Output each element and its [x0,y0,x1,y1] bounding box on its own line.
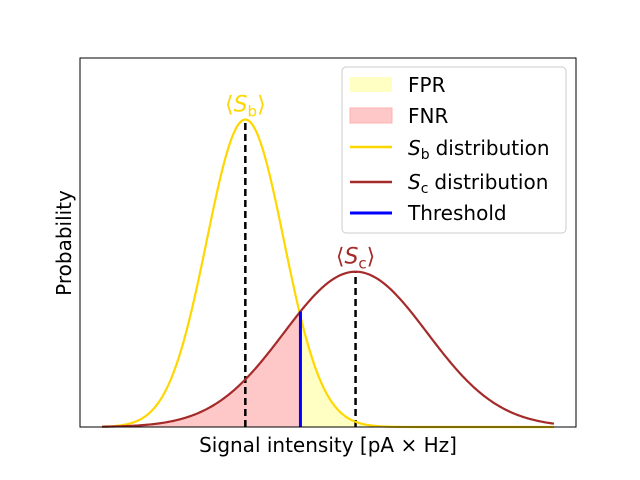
legend-sc-label: Sc distribution [408,170,548,197]
legend-sb-subscript: b [421,147,430,163]
mean-b-close: ⟩ [257,93,266,118]
mean-c-subscript: c [358,255,366,273]
legend-sb-symbol: S [408,136,421,160]
legend-sc-subscript: c [421,181,429,197]
legend-threshold-label: Threshold [407,201,507,225]
fnr-region [102,311,301,427]
mean-c-close: ⟩ [367,245,376,270]
mean-c-annotation: ⟨Sc⟩ [336,245,375,273]
legend-sc-symbol: S [408,170,421,194]
legend: FPR FNR Sb distribution Sc distribution Th… [341,66,567,234]
mean-c-symbol: S [344,245,358,270]
plot-frame [79,57,577,428]
x-axis-label: Signal intensity [pA × Hz] [199,433,457,457]
legend-fnr-label: FNR [408,104,448,128]
mean-b-annotation: ⟨Sb⟩ [225,93,266,121]
mean-c-open: ⟨ [336,245,345,270]
y-axis-label: Probability [52,190,76,296]
mean-b-subscript: b [248,103,258,121]
legend-sb-text: distribution [436,136,550,160]
legend-sb-label: Sb distribution [408,136,550,163]
mean-b-open: ⟨ [225,93,234,118]
mean-b-symbol: S [234,93,248,118]
legend-sc-text: distribution [434,170,548,194]
sc-distribution-line [102,270,555,428]
legend-fpr-swatch [350,77,392,92]
fpr-region [300,316,554,427]
legend-fnr-swatch [349,107,393,124]
legend-fpr-label: FPR [408,73,446,97]
legend-frame [341,66,567,234]
